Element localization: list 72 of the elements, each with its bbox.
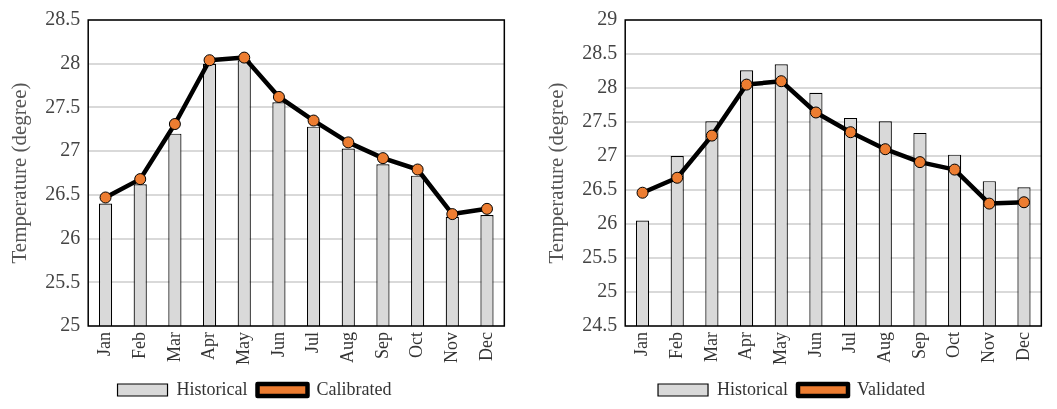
y-tick-label: 27.5	[582, 109, 618, 132]
x-tick-label: Jun	[804, 332, 825, 358]
point	[342, 136, 355, 149]
x-tick-label: Jul	[839, 332, 860, 354]
y-tick-label: 28.5	[582, 41, 618, 64]
x-tick-label: Feb	[128, 332, 149, 360]
point	[983, 197, 996, 210]
x-tick-label: Mar	[163, 332, 184, 363]
point	[1017, 196, 1030, 209]
x-tick-label: Dec	[1012, 332, 1033, 361]
point	[446, 208, 459, 221]
y-tick-label: 28	[60, 50, 81, 73]
x-tick-label: Jan	[631, 332, 652, 357]
point	[844, 126, 857, 139]
x-tick-label: May	[232, 332, 253, 366]
x-tick-label: Apr	[198, 332, 219, 361]
point	[879, 143, 892, 156]
y-tick-label: 26	[597, 211, 618, 234]
point	[671, 171, 684, 184]
point	[913, 156, 926, 169]
point	[411, 163, 424, 176]
y-tick-label: 26.5	[45, 182, 81, 205]
x-tick-label: Oct	[943, 332, 964, 359]
x-tick-label: Sep	[371, 332, 392, 360]
x-tick-label: Mar	[700, 332, 721, 363]
point	[480, 202, 493, 215]
x-tick-label: Feb	[665, 332, 686, 360]
y-tick-label: 25	[60, 313, 81, 336]
point	[238, 51, 251, 64]
point	[203, 54, 216, 67]
point	[948, 163, 961, 176]
x-tick-label: Dec	[475, 332, 496, 361]
y-tick-label: 27	[597, 143, 618, 166]
legend-label: Historical	[176, 378, 248, 399]
x-tick-label: Oct	[406, 332, 427, 359]
y-axis-title: Temperature (degree)	[7, 82, 32, 264]
point	[705, 129, 718, 142]
y-tick-label: 25.5	[45, 269, 81, 292]
y-tick-label: 25	[597, 279, 618, 302]
point	[307, 114, 320, 127]
x-tick-label: Jun	[267, 332, 288, 358]
point	[272, 90, 285, 103]
x-tick-label: Jan	[94, 332, 115, 357]
point	[740, 78, 753, 91]
x-tick-label: Apr	[735, 332, 756, 361]
y-tick-label: 28	[597, 75, 618, 98]
point	[775, 75, 788, 88]
x-tick-label: May	[769, 332, 790, 366]
point	[636, 186, 649, 199]
legend-label: Calibrated	[316, 378, 392, 399]
x-tick-label: Jul	[302, 332, 323, 354]
y-tick-label: 29	[597, 7, 618, 30]
y-tick-label: 26.5	[582, 177, 618, 200]
point	[809, 106, 822, 119]
legend-label: Validated	[857, 378, 925, 399]
y-tick-label: 26	[60, 225, 81, 248]
point	[134, 173, 147, 186]
x-tick-label: Aug	[874, 332, 895, 364]
x-tick-label: Sep	[908, 332, 929, 360]
y-tick-label: 27.5	[45, 94, 81, 117]
y-tick-label: 28.5	[45, 7, 81, 30]
legend-label: Historical	[717, 378, 789, 399]
x-tick-label: Nov	[978, 332, 999, 364]
x-tick-label: Nov	[441, 332, 462, 364]
x-tick-label: Aug	[337, 332, 358, 364]
point	[376, 152, 389, 165]
point	[99, 191, 112, 204]
point	[168, 118, 181, 131]
y-tick-label: 24.5	[582, 313, 618, 336]
y-tick-label: 27	[60, 138, 81, 161]
y-axis-title: Temperature (degree)	[544, 82, 569, 264]
y-tick-label: 25.5	[582, 245, 618, 268]
